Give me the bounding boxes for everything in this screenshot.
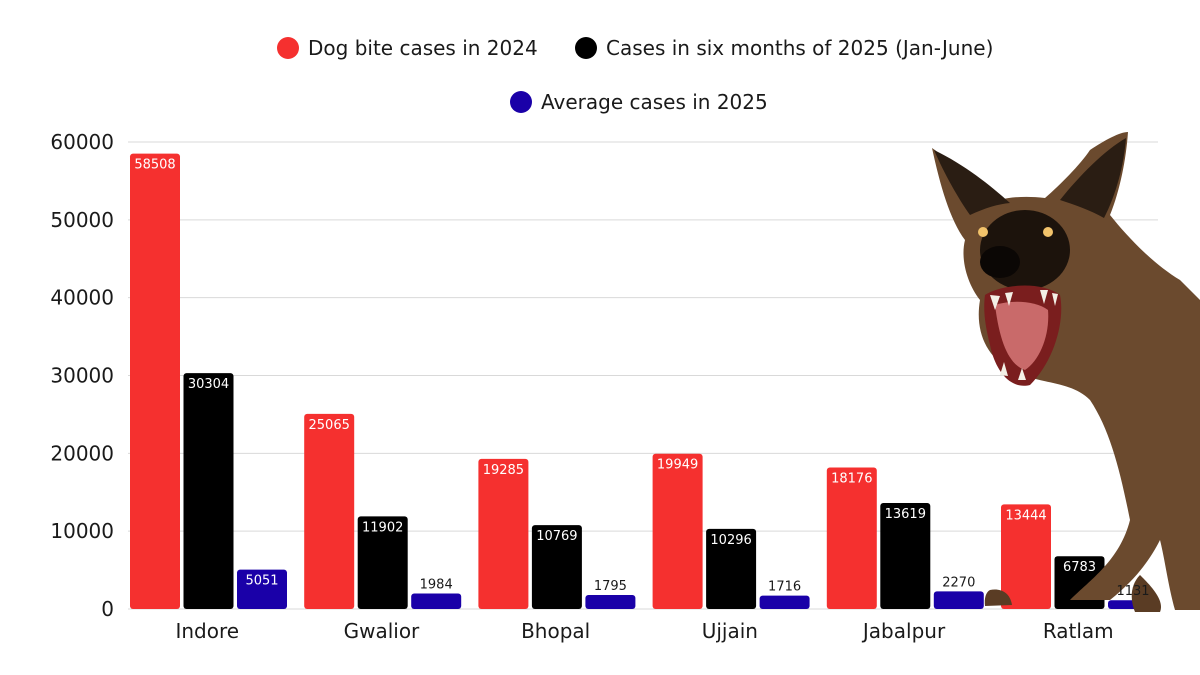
data-label: 1131 bbox=[1116, 584, 1149, 599]
bar bbox=[880, 502, 931, 609]
data-label: 18176 bbox=[831, 472, 872, 487]
y-axis: 0 10000 20000 30000 40000 50000 60000 bbox=[50, 130, 114, 621]
legend-marker bbox=[575, 37, 597, 59]
y-tick-label: 10000 bbox=[50, 519, 114, 543]
bar bbox=[478, 458, 529, 609]
snarling-dog-illustration bbox=[932, 132, 1200, 612]
legend-label: Dog bite cases in 2024 bbox=[308, 36, 538, 60]
data-label: 6783 bbox=[1063, 560, 1096, 575]
data-label: 19949 bbox=[657, 458, 698, 473]
bar bbox=[826, 467, 877, 609]
data-labels: 58508 30304 5051 25065 11902 1984 19285 10769 17… bbox=[134, 158, 1149, 600]
legend-marker bbox=[510, 91, 532, 113]
y-tick-label: 30000 bbox=[50, 364, 114, 388]
bar bbox=[652, 453, 703, 609]
legend-label: Cases in six months of 2025 (Jan-June) bbox=[606, 36, 993, 60]
x-category-label: Bhopal bbox=[521, 619, 590, 643]
x-category-label: Jabalpur bbox=[861, 619, 946, 643]
data-label: 13444 bbox=[1005, 508, 1046, 523]
y-tick-label: 40000 bbox=[50, 286, 114, 310]
x-category-label: Ujjain bbox=[702, 619, 758, 643]
data-label: 10296 bbox=[710, 533, 751, 548]
y-tick-label: 50000 bbox=[50, 208, 114, 232]
data-label: 25065 bbox=[309, 418, 350, 433]
bar bbox=[706, 528, 757, 609]
bar bbox=[411, 593, 462, 609]
legend-label: Average cases in 2025 bbox=[541, 90, 768, 114]
data-label: 10769 bbox=[536, 529, 577, 544]
bar bbox=[304, 413, 355, 609]
x-category-label: Indore bbox=[175, 619, 239, 643]
x-axis: Indore Gwalior Bhopal Ujjain Jabalpur Ratlam bbox=[175, 619, 1113, 643]
bar bbox=[531, 525, 582, 609]
data-label: 13619 bbox=[885, 507, 926, 522]
y-tick-label: 0 bbox=[101, 597, 114, 621]
data-label: 30304 bbox=[188, 377, 229, 392]
legend-marker bbox=[277, 37, 299, 59]
bar bbox=[1001, 504, 1051, 609]
bars bbox=[130, 153, 1158, 609]
bar bbox=[237, 569, 287, 609]
legend: Dog bite cases in 2024 Cases in six month… bbox=[277, 36, 993, 114]
data-label: 1795 bbox=[594, 579, 627, 594]
bar bbox=[130, 153, 180, 609]
bar bbox=[759, 595, 810, 609]
x-category-label: Gwalior bbox=[344, 619, 420, 643]
data-label: 5051 bbox=[245, 574, 278, 589]
bar bbox=[585, 595, 636, 609]
data-label: 11902 bbox=[362, 520, 403, 535]
gridlines bbox=[128, 141, 1158, 610]
data-label: 58508 bbox=[134, 158, 175, 173]
data-label: 1716 bbox=[768, 580, 801, 595]
y-tick-label: 20000 bbox=[50, 441, 114, 465]
data-label: 1984 bbox=[420, 578, 453, 593]
x-category-label: Ratlam bbox=[1043, 619, 1114, 643]
bar bbox=[933, 591, 984, 609]
data-label: 19285 bbox=[483, 463, 524, 478]
bar bbox=[357, 516, 408, 609]
y-tick-label: 60000 bbox=[50, 130, 114, 154]
data-label: 2270 bbox=[942, 575, 975, 590]
bar bbox=[183, 373, 234, 609]
